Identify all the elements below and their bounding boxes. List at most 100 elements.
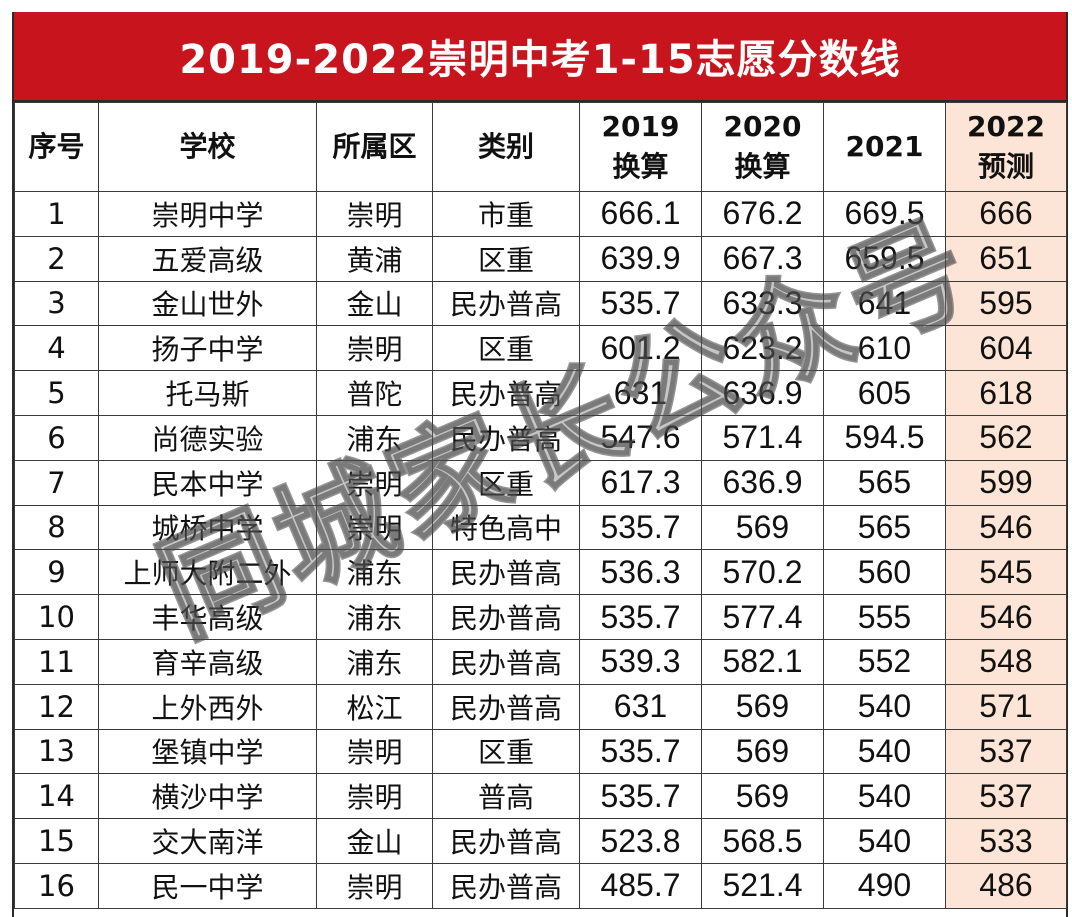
table-row: 3 金山世外 金山 民办普高 535.7 633.3 641 595	[14, 280, 1067, 327]
cell-index: 9	[14, 549, 99, 596]
header-category: 类别	[432, 102, 580, 192]
cell-category: 民办普高	[432, 414, 580, 461]
cell-2020: 667.3	[701, 235, 824, 282]
cell-category: 民办普高	[432, 280, 580, 327]
cell-2022-prediction: 599	[945, 459, 1067, 506]
cell-2021: 610	[823, 325, 946, 372]
cell-index: 14	[14, 773, 99, 820]
cell-2019: 617.3	[579, 459, 702, 506]
table-row: 14 横沙中学 崇明 普高 535.7 569 540 537	[14, 773, 1067, 820]
cell-2021: 540	[823, 773, 946, 820]
cell-2022-prediction: 537	[945, 773, 1067, 820]
cell-2020: 521.4	[701, 862, 824, 909]
cell-school: 尚德实验	[98, 414, 317, 461]
cell-school: 崇明中学	[98, 191, 317, 237]
cell-2021: 565	[823, 459, 946, 506]
cell-category: 区重	[432, 325, 580, 372]
cell-school: 横沙中学	[98, 773, 317, 820]
cell-2022-prediction: 546	[945, 504, 1067, 551]
sheet-title: 2019-2022崇明中考1-15志愿分数线	[14, 12, 1066, 102]
cell-2019: 535.7	[579, 594, 702, 640]
cell-category: 区重	[432, 459, 580, 506]
table-header: 序号 学校 所属区 类别 2019 换算 2020 换算 2021 2022 预…	[14, 102, 1067, 192]
cell-2020: 577.4	[701, 594, 824, 640]
cell-district: 崇明	[316, 728, 433, 775]
cell-index: 12	[14, 683, 99, 730]
cell-district: 浦东	[316, 638, 433, 685]
cell-district: 浦东	[316, 549, 433, 596]
cell-2020: 582.1	[701, 638, 824, 685]
cell-2022-prediction: 537	[945, 728, 1067, 775]
cell-2022-prediction: 545	[945, 549, 1067, 596]
cell-2022-prediction: 571	[945, 683, 1067, 730]
header-2019-sub: 换算	[612, 150, 669, 183]
header-2020-sub: 换算	[734, 150, 791, 183]
cell-index: 4	[14, 325, 99, 372]
header-2022: 2022 预测	[945, 102, 1067, 192]
cell-category: 民办普高	[432, 370, 580, 416]
header-2019-year: 2019	[601, 110, 680, 143]
cell-2019: 631	[579, 370, 702, 416]
cell-2019: 485.7	[579, 862, 702, 909]
cell-2020: 571.4	[701, 414, 824, 461]
cell-index: 6	[14, 414, 99, 461]
table-row: 16 民一中学 崇明 民办普高 485.7 521.4 490 486	[14, 862, 1067, 909]
cell-2019: 601.2	[579, 325, 702, 372]
cell-school: 育辛高级	[98, 638, 317, 685]
cell-index: 3	[14, 280, 99, 327]
cell-category: 民办普高	[432, 549, 580, 596]
table-row: 12 上外西外 松江 民办普高 631 569 540 571	[14, 683, 1067, 730]
cell-2022-prediction: 651	[945, 235, 1067, 282]
cell-school: 交大南洋	[98, 818, 317, 864]
table-row: 8 城桥中学 崇明 特色高中 535.7 569 565 546	[14, 504, 1067, 551]
cell-2020: 636.9	[701, 459, 824, 506]
cell-school: 民本中学	[98, 459, 317, 506]
cell-category: 民办普高	[432, 683, 580, 730]
cell-2021: 641	[823, 280, 946, 327]
cell-2020: 633.3	[701, 280, 824, 327]
score-sheet: 2019-2022崇明中考1-15志愿分数线 序号 学校 所属区 类别 2019…	[12, 12, 1068, 917]
cell-district: 崇明	[316, 325, 433, 372]
cell-2021: 605	[823, 370, 946, 416]
cell-district: 崇明	[316, 191, 433, 237]
cell-2021: 594.5	[823, 414, 946, 461]
cell-school: 五爱高级	[98, 235, 317, 282]
cell-2020: 569	[701, 683, 824, 730]
cell-2020: 623.2	[701, 325, 824, 372]
cell-school: 上师大附二外	[98, 549, 317, 596]
cell-2019: 666.1	[579, 191, 702, 237]
cell-category: 民办普高	[432, 594, 580, 640]
cell-2019: 547.6	[579, 414, 702, 461]
cell-index: 13	[14, 728, 99, 775]
table-row: 5 托马斯 普陀 民办普高 631 636.9 605 618	[14, 370, 1067, 416]
header-2019: 2019 换算	[579, 102, 702, 192]
cell-district: 崇明	[316, 504, 433, 551]
cell-school: 民一中学	[98, 862, 317, 909]
header-district: 所属区	[316, 102, 433, 192]
cell-2019: 631	[579, 683, 702, 730]
cell-district: 崇明	[316, 773, 433, 820]
cell-index: 16	[14, 862, 99, 909]
cell-2021: 540	[823, 683, 946, 730]
cell-2019: 535.7	[579, 773, 702, 820]
cell-district: 松江	[316, 683, 433, 730]
cell-2020: 570.2	[701, 549, 824, 596]
cell-district: 金山	[316, 818, 433, 864]
cell-2021: 555	[823, 594, 946, 640]
table-row: 2 五爱高级 黄浦 区重 639.9 667.3 659.5 651	[14, 235, 1067, 282]
cell-2022-prediction: 618	[945, 370, 1067, 416]
table-row: 7 民本中学 崇明 区重 617.3 636.9 565 599	[14, 459, 1067, 506]
header-2020-year: 2020	[723, 110, 802, 143]
cell-2022-prediction: 546	[945, 594, 1067, 640]
cell-category: 市重	[432, 191, 580, 237]
cell-2019: 535.7	[579, 728, 702, 775]
cell-2022-prediction: 595	[945, 280, 1067, 327]
table-row: 13 堡镇中学 崇明 区重 535.7 569 540 537	[14, 728, 1067, 775]
cell-2021: 565	[823, 504, 946, 551]
cell-2021: 669.5	[823, 191, 946, 237]
cell-category: 区重	[432, 728, 580, 775]
table-row: 1 崇明中学 崇明 市重 666.1 676.2 669.5 666	[14, 191, 1067, 237]
cell-2022-prediction: 486	[945, 862, 1067, 909]
cell-category: 特色高中	[432, 504, 580, 551]
header-index: 序号	[14, 102, 99, 192]
